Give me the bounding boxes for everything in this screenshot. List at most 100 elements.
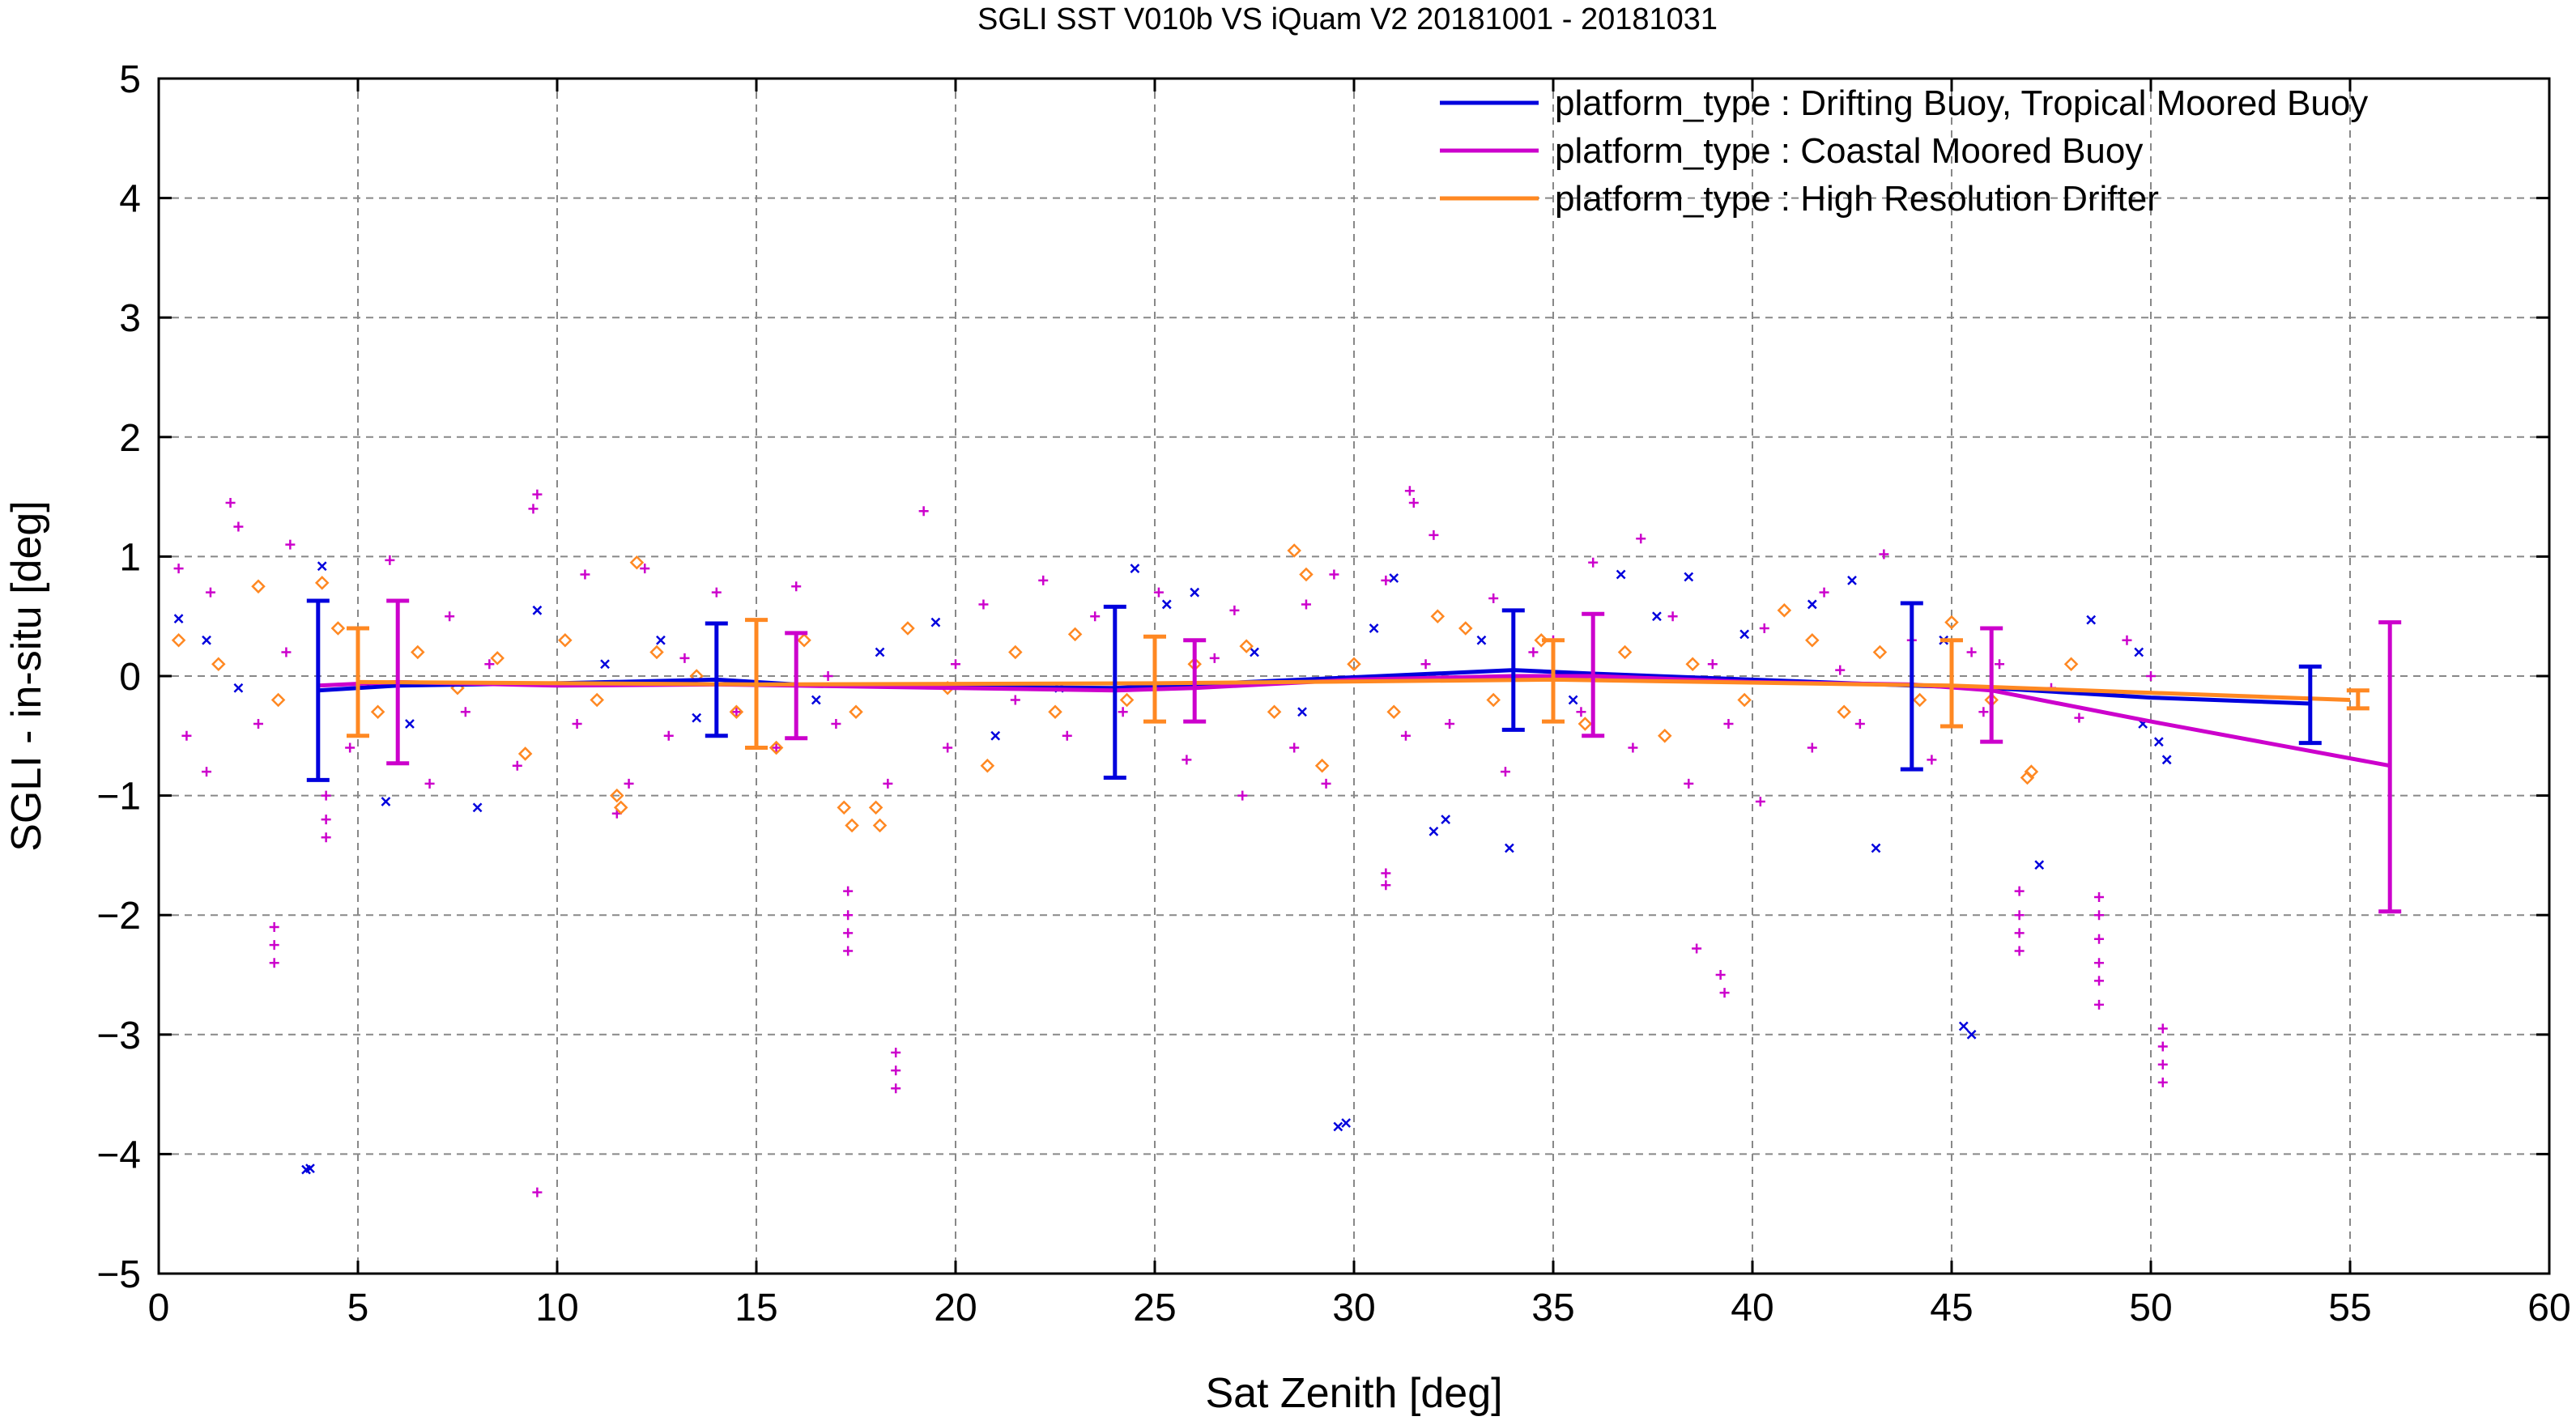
data-point-coastal-moored-buoy [1636,534,1646,544]
data-point-coastal-moored-buoy [1038,575,1049,585]
data-point-high-resolution-drifter [849,704,863,720]
data-point-coastal-moored-buoy [791,581,802,592]
data-point-drifting-buoy [1847,576,1857,585]
x-tick-label: 20 [934,1287,977,1329]
error-bar-coastal-moored-buoy [1183,638,1207,724]
data-point-drifting-buoy [1504,843,1514,853]
data-point-high-resolution-drifter [1048,704,1062,720]
data-point-coastal-moored-buoy [2074,712,2084,723]
data-point-coastal-moored-buoy [843,910,854,921]
data-point-high-resolution-drifter [1458,621,1473,636]
data-point-coastal-moored-buoy [2157,1059,2168,1070]
data-point-coastal-moored-buoy [1229,605,1240,615]
error-bar-coastal-moored-buoy [785,631,808,741]
data-point-high-resolution-drifter [901,621,915,636]
data-point-coastal-moored-buoy [532,489,543,500]
data-point-coastal-moored-buoy [883,778,893,789]
data-point-drifting-buoy [930,617,941,627]
data-point-coastal-moored-buoy [173,564,184,574]
data-point-coastal-moored-buoy [1978,707,1989,717]
data-point-coastal-moored-buoy [1995,659,2005,670]
x-tick-label: 15 [734,1287,777,1329]
error-bar-coastal-moored-buoy [386,598,410,766]
data-point-drifting-buoy [990,730,1001,741]
data-point-coastal-moored-buoy [1209,653,1220,663]
x-tick-label: 35 [1531,1287,1574,1329]
data-point-high-resolution-drifter [1486,692,1501,708]
data-point-drifting-buoy [381,797,391,806]
data-point-coastal-moored-buoy [2094,976,2105,986]
data-point-drifting-buoy [532,605,543,615]
data-point-high-resolution-drifter [1685,657,1700,672]
y-tick-label: 3 [119,297,141,340]
data-point-high-resolution-drifter [2063,657,2079,672]
data-point-high-resolution-drifter [1805,632,1820,648]
data-point-coastal-moored-buoy [1835,665,1846,675]
data-point-coastal-moored-buoy [321,832,331,843]
data-point-drifting-buoy [405,719,415,729]
data-point-drifting-buoy [1807,599,1817,610]
data-point-coastal-moored-buoy [1528,647,1539,657]
data-point-high-resolution-drifter [558,632,573,648]
data-point-coastal-moored-buoy [512,760,522,771]
data-point-high-resolution-drifter [1777,603,1792,618]
x-tick-label: 10 [535,1287,578,1329]
data-point-coastal-moored-buoy [1090,611,1101,622]
data-point-coastal-moored-buoy [205,587,215,598]
legend-entry-drifting-buoy-label: platform_type : Drifting Buoy, Tropical … [1555,83,2368,123]
data-point-drifting-buoy [305,1163,315,1173]
data-point-coastal-moored-buoy [624,778,634,789]
data-point-coastal-moored-buoy [1719,988,1730,998]
error-bar-coastal-moored-buoy [1980,626,2003,744]
data-point-drifting-buoy [233,683,244,693]
error-bar-high-resolution-drifter [2346,688,2369,711]
data-point-high-resolution-drifter [314,576,330,590]
data-point-high-resolution-drifter [649,644,664,660]
data-point-coastal-moored-buoy [2157,1041,2168,1052]
data-point-coastal-moored-buoy [1927,755,1937,765]
data-point-coastal-moored-buoy [663,730,674,741]
y-tick-label: −4 [96,1134,141,1176]
error-bar-high-resolution-drifter [1143,634,1166,724]
error-bar-high-resolution-drifter [1542,638,1565,724]
y-tick-label: 1 [119,536,141,579]
data-point-coastal-moored-buoy [1429,530,1439,540]
data-point-coastal-moored-buoy [2157,1023,2168,1034]
data-point-coastal-moored-buoy [2094,999,2105,1010]
data-point-coastal-moored-buoy [978,599,989,610]
x-tick-label: 55 [2328,1287,2371,1329]
data-point-drifting-buoy [811,695,821,705]
data-point-coastal-moored-buoy [2094,910,2105,921]
x-tick-label: 5 [347,1287,369,1329]
data-point-coastal-moored-buoy [269,921,279,932]
error-bar-drifting-buoy [2298,664,2322,746]
error-bar-layer [306,598,2402,914]
data-point-high-resolution-drifter [1737,692,1752,708]
data-point-coastal-moored-buoy [943,742,953,753]
data-point-drifting-buoy [1958,1021,1969,1032]
chart-title: SGLI SST V010b VS iQuam V2 20181001 - 20… [977,2,1718,36]
data-point-coastal-moored-buoy [831,719,841,730]
data-point-coastal-moored-buoy [1755,796,1765,806]
data-point-coastal-moored-buoy [1588,557,1599,568]
data-point-high-resolution-drifter [1944,615,1959,630]
error-bar-drifting-buoy [705,621,728,738]
data-point-coastal-moored-buoy [891,1083,901,1094]
data-point-coastal-moored-buoy [2122,635,2132,645]
legend-entry-coastal-moored-buoy-label: platform_type : Coastal Moored Buoy [1555,131,2143,171]
data-point-coastal-moored-buoy [1321,778,1331,789]
y-tick-label: −5 [96,1253,141,1296]
data-point-high-resolution-drifter [1267,704,1282,720]
data-point-coastal-moored-buoy [1381,868,1391,878]
data-point-coastal-moored-buoy [2094,892,2105,903]
y-tick-label: 4 [119,178,141,221]
data-point-coastal-moored-buoy [572,719,582,730]
data-point-coastal-moored-buoy [679,653,690,663]
x-tick-label: 50 [2129,1287,2172,1329]
data-point-coastal-moored-buoy [321,790,331,801]
data-point-drifting-buoy [875,647,885,657]
data-point-coastal-moored-buoy [843,946,854,956]
data-point-coastal-moored-buoy [1182,755,1192,765]
data-point-drifting-buoy [1476,635,1487,645]
